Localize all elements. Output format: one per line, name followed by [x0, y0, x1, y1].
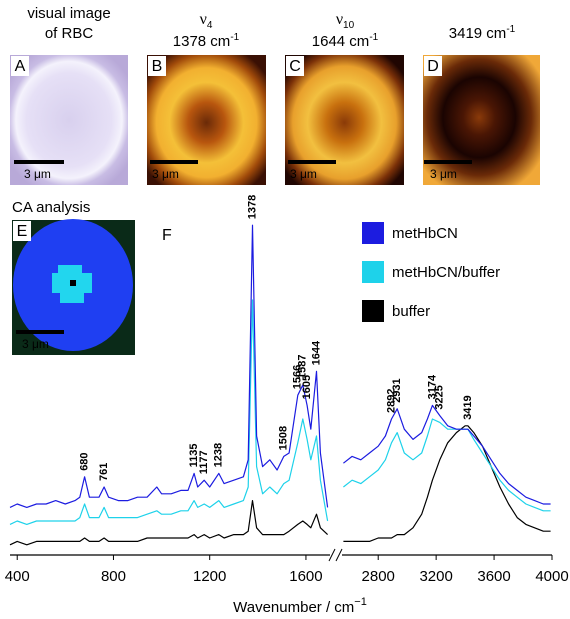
x-tick-label: 3600 — [477, 568, 510, 585]
spectrum-line — [343, 425, 551, 542]
scale-label: 3 μm — [430, 167, 457, 181]
peak-label: 1177 — [198, 450, 210, 474]
panel-title: 1378 cm-1 — [173, 32, 240, 50]
peak-label: 1508 — [278, 426, 290, 450]
peak-label: 1566 — [292, 365, 304, 389]
wavenumber: 1644 cm — [312, 33, 370, 50]
panel-letter: A — [15, 58, 26, 75]
panel-letter: C — [289, 58, 301, 75]
panel-title: 3419 cm-1 — [449, 24, 516, 42]
panel-label-box — [424, 56, 442, 76]
x-tick-label: 800 — [101, 568, 126, 585]
mode-index: 4 — [207, 20, 213, 31]
panel-title: ν10 — [336, 11, 355, 31]
x-tick-label: 1600 — [289, 568, 322, 585]
panel-title: 1644 cm-1 — [312, 32, 379, 50]
panel-letter: D — [427, 58, 439, 75]
peak-label: 1135 — [188, 444, 200, 468]
center-dot — [70, 280, 76, 286]
spectrum-line — [9, 224, 329, 508]
scale-label: 3 μm — [24, 167, 51, 181]
panel-title: visual image — [27, 5, 110, 22]
peak-label: 680 — [78, 452, 90, 470]
scale-label: 3 μm — [152, 167, 179, 181]
peak-label: 2892 — [385, 389, 397, 413]
peak-label: 1644 — [310, 340, 322, 365]
spectrum-line — [343, 404, 551, 505]
x-tick-label: 400 — [5, 568, 30, 585]
legend: metHbCN metHbCN/buffer buffer — [362, 222, 500, 322]
axis-break — [328, 548, 336, 562]
x-axis-label: Wavenumber / cm−1 — [233, 596, 367, 616]
panel-letter: B — [152, 58, 163, 75]
peak-label: 3174 — [426, 374, 438, 399]
spectrum-line — [9, 500, 329, 546]
legend-swatch — [362, 300, 384, 322]
axis-break — [335, 548, 343, 562]
x-tick-label: 4000 — [535, 568, 568, 585]
panel-letter: E — [17, 223, 28, 240]
peak-label: 1238 — [213, 443, 225, 467]
scale-label: 3 μm — [22, 337, 49, 351]
unit-exp: -1 — [506, 24, 515, 35]
wavenumber: 3419 cm — [449, 25, 507, 42]
unit-exp: -1 — [369, 32, 378, 43]
mode-symbol: ν — [336, 11, 343, 28]
x-label-exp: −1 — [354, 596, 367, 608]
x-tick-label: 1200 — [193, 568, 226, 585]
x-label-text: Wavenumber / cm — [233, 599, 354, 616]
peak-label: 761 — [98, 463, 110, 481]
legend-label: metHbCN/buffer — [392, 264, 500, 281]
x-tick-label: 3200 — [419, 568, 452, 585]
scale-label: 3 μm — [290, 167, 317, 181]
peak-label: 2931 — [391, 378, 403, 402]
spectrum-line — [9, 299, 329, 525]
legend-label: buffer — [392, 303, 430, 320]
panel-label-box — [13, 221, 31, 241]
panel-label-box — [148, 56, 166, 76]
panel-title: CA analysis — [12, 199, 90, 216]
panel-title: ν4 — [200, 11, 213, 31]
x-tick-label: 2800 — [362, 568, 395, 585]
wavenumber: 1378 cm — [173, 33, 231, 50]
mode-index: 10 — [343, 20, 355, 31]
peak-label: 1605 — [301, 375, 313, 399]
legend-label: metHbCN — [392, 225, 458, 242]
peak-label: 3419 — [462, 395, 474, 419]
legend-swatch — [362, 222, 384, 244]
spectrum-line — [343, 418, 551, 512]
panel-label-box — [11, 56, 29, 76]
panel-label-box — [286, 56, 304, 76]
legend-swatch — [362, 261, 384, 283]
unit-exp: -1 — [230, 32, 239, 43]
panel-letter: F — [162, 227, 172, 244]
peak-label: 3225 — [434, 385, 446, 409]
panel-title: of RBC — [45, 25, 94, 42]
peak-label: 1378 — [246, 195, 258, 219]
mode-symbol: ν — [200, 11, 207, 28]
peak-label: 1587 — [297, 355, 309, 379]
